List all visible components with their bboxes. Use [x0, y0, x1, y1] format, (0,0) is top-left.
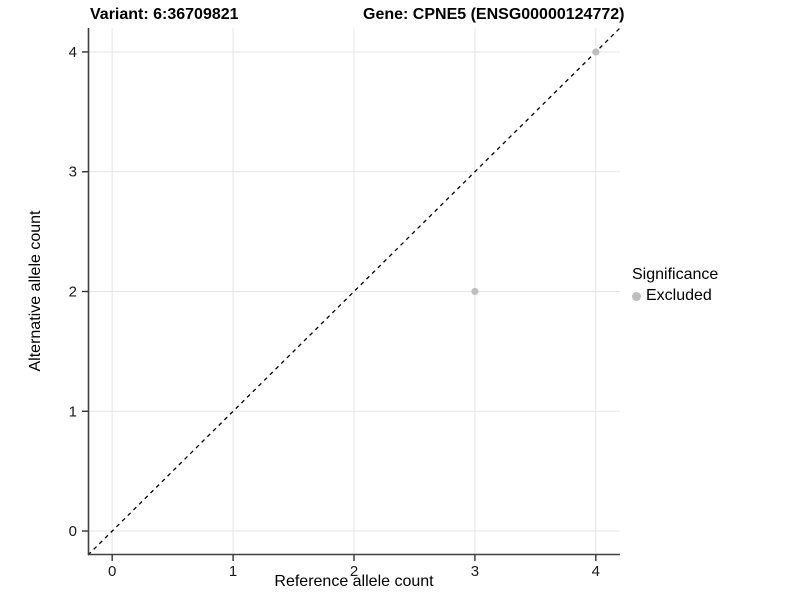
data-point: [471, 287, 479, 296]
x-tick-label: 0: [108, 563, 116, 580]
y-tick-label: 0: [69, 523, 77, 540]
x-axis-label: Reference allele count: [274, 573, 434, 590]
x-tick-label: 4: [592, 563, 600, 580]
legend-entry-label: Excluded: [646, 287, 712, 304]
scatter-plot: 0 1 2 3 4 0 1 2 3 4: [69, 27, 621, 580]
y-tick-label: 2: [69, 284, 77, 301]
legend-entry-excluded: Excluded: [632, 287, 718, 305]
significance-legend: Significance Excluded: [632, 266, 718, 305]
y-tick-label: 1: [69, 403, 77, 420]
x-tick-label: 3: [471, 563, 479, 580]
y-axis-label-text: Alternative allele count: [27, 210, 44, 372]
y-tick-label: 4: [69, 44, 77, 61]
data-point: [592, 48, 600, 56]
y-tick-label: 3: [69, 164, 77, 181]
identity-dashed-line: [87, 27, 621, 556]
legend-title: Significance: [632, 266, 719, 283]
variant-title: Variant: 6:36709821: [90, 6, 239, 23]
x-tick-label: 2: [350, 563, 358, 580]
gene-title: Gene: CPNE5 (ENSG00000124772): [363, 6, 625, 23]
excluded-point-icon: [632, 291, 641, 301]
x-tick-label: 1: [229, 563, 237, 580]
plot-panel: 0 1 2 3 4 0 1 2 3 4: [69, 27, 621, 580]
